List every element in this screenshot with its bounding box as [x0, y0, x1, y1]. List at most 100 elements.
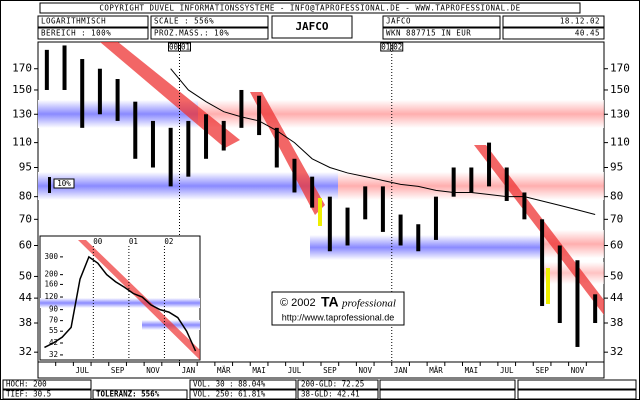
y2-tick-label: 44 [610, 291, 624, 304]
hilo-bar [451, 167, 456, 197]
hilo-bar [416, 224, 421, 252]
y-tick-label: 44 [19, 291, 33, 304]
x-tick-label: JUL [288, 366, 302, 375]
y-tick-label: 60 [19, 238, 32, 251]
inset-y-tick-label: 90 [49, 305, 59, 314]
watermark-brand: TA [321, 294, 339, 310]
hilo-bar [557, 245, 562, 324]
y-tick-label: 32 [19, 345, 32, 358]
hilo-bar [221, 120, 226, 151]
y-tick-label: 130 [12, 107, 32, 120]
footer-high: HOCH: 200 [6, 380, 47, 389]
x-tick-label: JUL [75, 366, 89, 375]
inset-y-tick-label: 300 [44, 252, 58, 261]
scale-type: LOGARITHMISCH [41, 17, 106, 26]
footer-low: TIEF: 30.5 [6, 390, 51, 399]
range: BEREICH : 100% [41, 29, 111, 38]
title: JAFCO [295, 20, 328, 33]
period-box [180, 42, 191, 52]
watermark-year: © 2002 [280, 297, 316, 309]
y-tick-label: 50 [19, 269, 32, 282]
x-tick-label: MAI [465, 366, 479, 375]
hilo-bar [487, 142, 492, 187]
period-box [168, 42, 179, 52]
hilo-bar [186, 120, 191, 177]
y-tick-label: 95 [19, 160, 32, 173]
x-tick-label: MÄR [217, 366, 231, 375]
footer-vol30: VOL. 30 : 88.04% [193, 380, 266, 389]
x-tick-label: NOV [146, 366, 160, 375]
y-tick-label: 80 [19, 190, 32, 203]
watermark: © 2002 TA professional http://www.taprof… [271, 291, 405, 326]
y2-tick-label: 130 [610, 107, 630, 120]
y2-tick-label: 38 [610, 316, 623, 329]
hilo-bar [97, 68, 102, 115]
y-tick-label: 150 [12, 83, 32, 96]
period-label: 01 [381, 43, 390, 52]
inset-x-label: 00 [93, 237, 103, 246]
x-tick-label: MÄR [429, 366, 443, 375]
hilo-bar [62, 45, 67, 90]
hilo-bar [593, 294, 598, 324]
x-tick-label: MAI [252, 366, 266, 375]
hilo-bar [150, 120, 155, 168]
hilo-bar [522, 192, 527, 220]
hilo-bar [257, 95, 262, 136]
inset-y-tick-label: 160 [44, 279, 58, 288]
inset-x-label: 01 [129, 237, 138, 246]
footer-gld200: 200-GLD: 72.25 [301, 380, 364, 389]
hilo-bar [115, 79, 120, 121]
period-box [380, 42, 392, 52]
inset-y-tick-label: 120 [44, 292, 58, 301]
y2-tick-label: 95 [610, 160, 623, 173]
inset [39, 235, 201, 361]
x-tick-label: JUL [500, 366, 514, 375]
period-box [392, 42, 404, 52]
period-label: 00 [169, 43, 179, 52]
hilo-bar [239, 89, 244, 128]
hilo-bar [80, 59, 85, 128]
copyright: COPYRIGHT DUVEL INFORMATIONSSYSTEME - IN… [99, 4, 520, 13]
y2-tick-label: 110 [610, 136, 630, 149]
y2-tick-label: 80 [610, 190, 623, 203]
hilo-bar [310, 176, 315, 208]
inset-y-tick-label: 200 [44, 270, 58, 279]
hilo-bar [292, 158, 297, 193]
y2-tick-label: 150 [610, 83, 630, 96]
y2-tick-label: 70 [610, 212, 623, 225]
inset-y-tick-label: 32 [49, 350, 58, 359]
y2-tick-label: 32 [610, 345, 623, 358]
x-tick-label: NOV [571, 366, 585, 375]
plot: 32 32 38 38 44 44 50 50 60 60 70 70 80 80 95 95 110 110 13… [12, 42, 630, 379]
inset-y-tick-label: 55 [49, 326, 58, 335]
watermark-url: http://www.taprofessional.de [282, 312, 395, 322]
moving-average [170, 68, 596, 216]
scale: SCALE : 556% [154, 17, 214, 26]
percent: PROZ.MASS.: 10% [154, 29, 229, 38]
watermark-brand2: professional [341, 298, 396, 310]
y-tick-label: 170 [12, 62, 32, 75]
hilo-bar [380, 186, 385, 232]
x-tick-label: JAN [394, 366, 408, 375]
hilo-bar [327, 196, 332, 252]
stock-name: JAFCO [386, 17, 411, 26]
y2-tick-label: 50 [610, 269, 623, 282]
y2-tick-label: 60 [610, 238, 623, 251]
hilo-bar [345, 207, 350, 246]
x-tick-label: JAN [182, 366, 196, 375]
inset-line [44, 255, 197, 352]
hilo-bar [575, 260, 580, 347]
x-tick-label: SEP [323, 366, 337, 375]
last-price: 40.45 [575, 29, 600, 38]
hilo-bar [363, 186, 368, 220]
period-label: 02 [393, 43, 402, 52]
hilo-bar [133, 101, 138, 159]
date: 18.12.02 [560, 17, 600, 26]
wkn: WKN 887715 IN EUR [386, 29, 471, 38]
footer-tolerance: TOLERANZ: 556% [96, 390, 160, 399]
footer-vol250: VOL. 250: 61.81% [193, 390, 266, 399]
header: COPYRIGHT DUVEL INFORMATIONSSYSTEME - IN… [37, 2, 605, 40]
period-label: 01 [181, 43, 190, 52]
